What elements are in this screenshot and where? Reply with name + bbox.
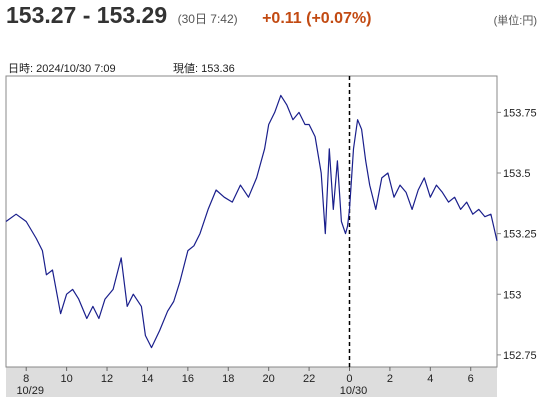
x-tick-label: 0 (346, 373, 352, 385)
quote-header: 153.27 - 153.29 (30日 7:42) +0.11 (+0.07%… (6, 2, 541, 36)
date-label: 10/30 (340, 385, 368, 397)
hover-datetime: 日時: 2024/10/30 7:09 (8, 63, 116, 75)
y-tick-label: 153.5 (503, 168, 531, 180)
x-tick-label: 4 (427, 373, 433, 385)
x-axis-band (6, 367, 497, 397)
x-tick-label: 2 (387, 373, 393, 385)
x-tick-label: 6 (468, 373, 474, 385)
x-tick-label: 22 (303, 373, 315, 385)
date-label: 10/29 (16, 385, 44, 397)
x-tick-label: 18 (222, 373, 234, 385)
x-tick-label: 8 (23, 373, 29, 385)
bid-ask-quote: 153.27 - 153.29 (6, 2, 168, 28)
y-tick-label: 153.75 (503, 107, 537, 119)
x-tick-label: 12 (101, 373, 113, 385)
plot-area (5, 75, 498, 368)
x-axis: 8 10 12 14 16 18 20 22 0 2 4 6 10/29 10/30 (16, 367, 474, 397)
price-change: +0.11 (+0.07%) (262, 10, 372, 27)
unit-label: (単位:円) (493, 15, 537, 27)
y-tick-label: 152.75 (503, 350, 537, 362)
x-tick-label: 10 (60, 373, 72, 385)
x-tick-label: 20 (263, 373, 275, 385)
y-tick-label: 153 (503, 289, 521, 301)
y-axis: 152.75 153 153.25 153.5 153.75 (497, 107, 537, 362)
hover-current-price: 現値: 153.36 (173, 63, 235, 75)
y-tick-label: 153.25 (503, 229, 537, 241)
x-tick-label: 16 (182, 373, 194, 385)
x-tick-label: 14 (141, 373, 153, 385)
quote-timestamp: (30日 7:42) (177, 12, 238, 26)
series-line (5, 94, 498, 349)
